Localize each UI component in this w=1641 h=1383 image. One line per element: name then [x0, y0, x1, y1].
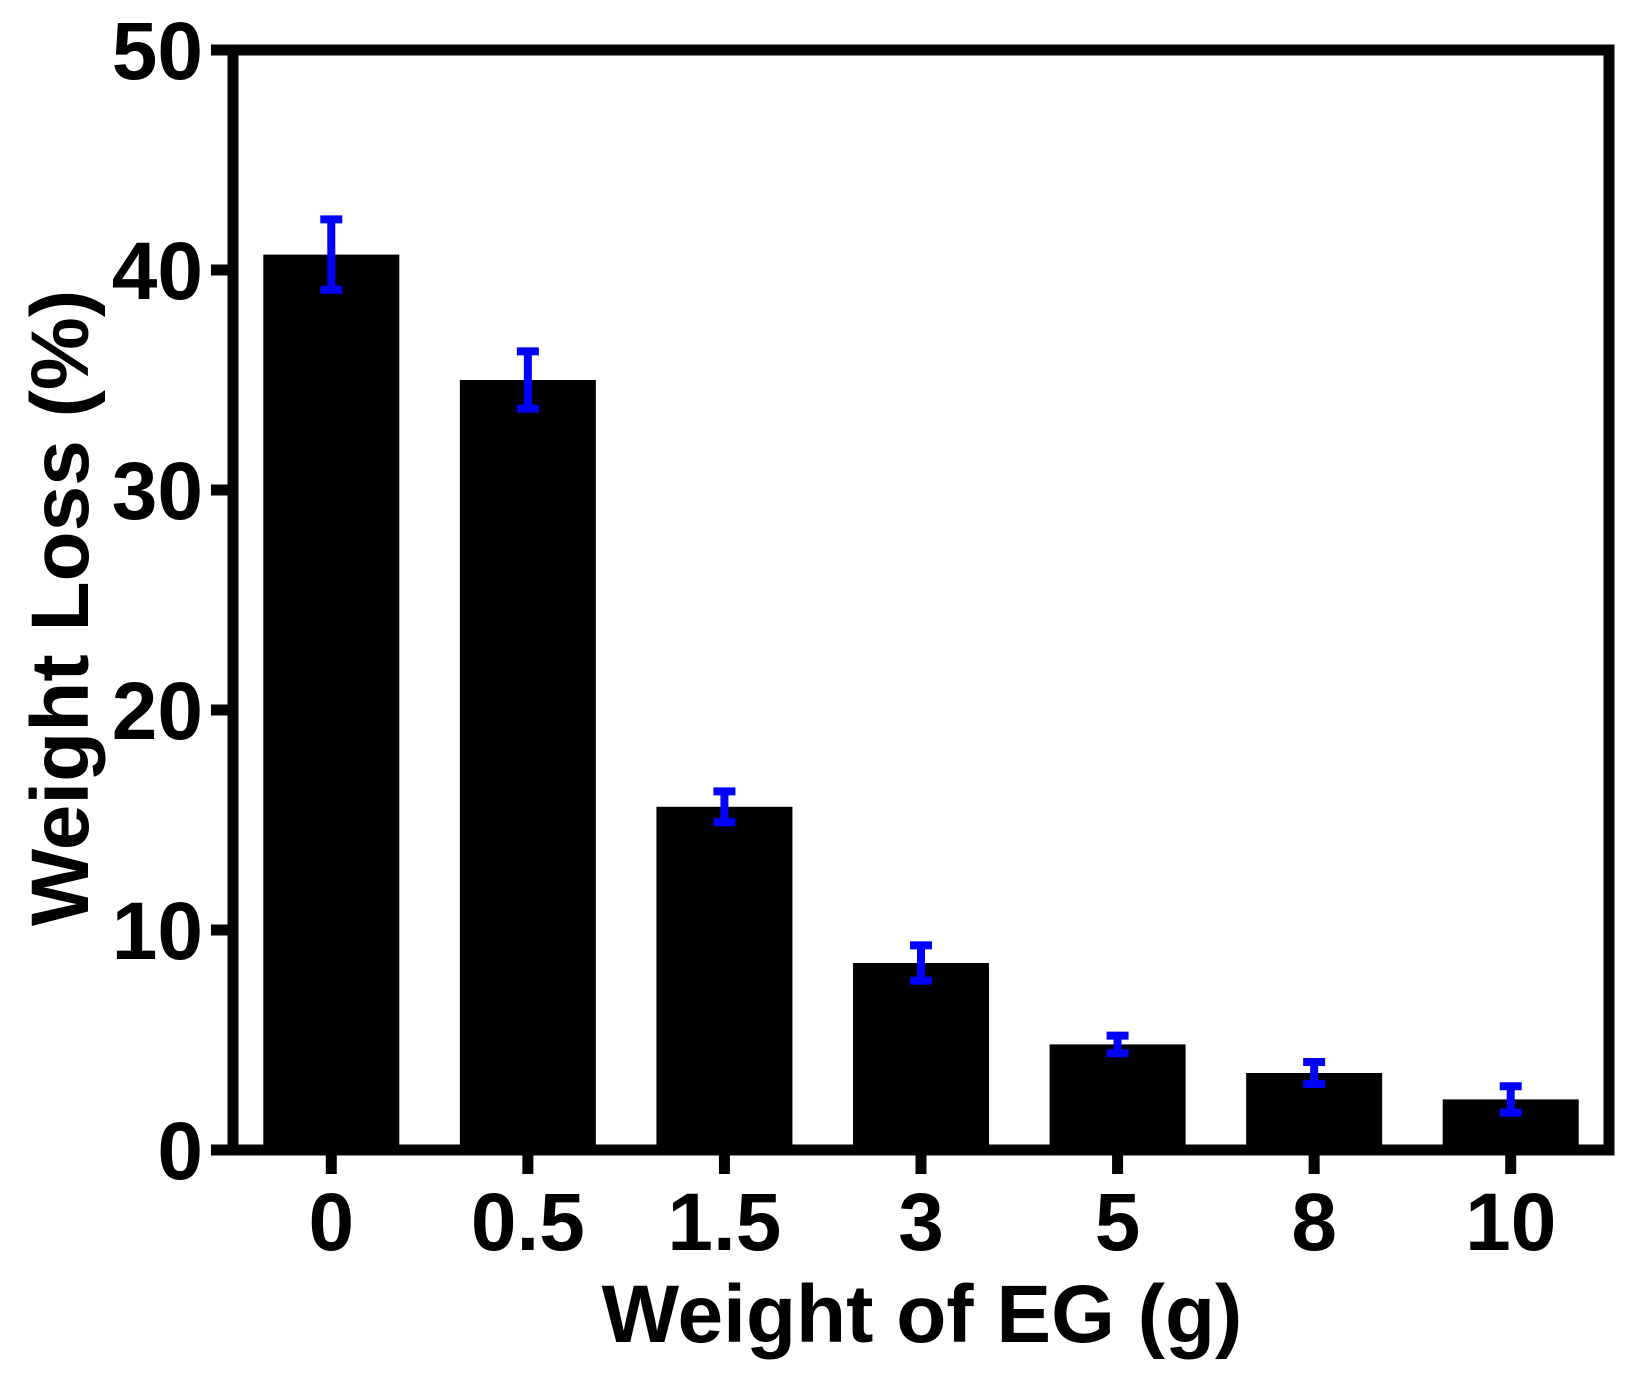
- x-tick-label: 5: [1095, 1177, 1141, 1268]
- y-tick-label: 40: [112, 226, 203, 317]
- y-axis-label: Weight Loss (%): [15, 290, 106, 926]
- x-tick-label: 8: [1291, 1177, 1337, 1268]
- error-bars-group: [320, 215, 1522, 1117]
- y-tick-label: 0: [157, 1106, 203, 1197]
- bar: [853, 963, 989, 1150]
- bar: [459, 380, 596, 1150]
- x-tick-label: 3: [898, 1177, 944, 1268]
- x-tick-label: 0: [308, 1177, 354, 1268]
- bar: [656, 806, 793, 1150]
- bars-group: [263, 254, 1579, 1151]
- x-tick-label: 0.5: [471, 1177, 585, 1268]
- y-tick-label: 30: [112, 446, 203, 537]
- bar: [1049, 1044, 1186, 1150]
- y-tick-label: 20: [112, 666, 203, 757]
- y-axis-ticks: 0 10 20 30 40 50: [112, 6, 233, 1197]
- y-tick-label: 10: [112, 886, 203, 977]
- bar: [263, 254, 400, 1151]
- x-axis-ticks: 0 0.5 1.5 3 5 8 10: [308, 1150, 1556, 1268]
- y-tick-label: 50: [112, 6, 203, 97]
- x-tick-label: 10: [1465, 1177, 1556, 1268]
- x-axis-label: Weight of EG (g): [602, 1269, 1243, 1360]
- x-tick-label: 1.5: [667, 1177, 781, 1268]
